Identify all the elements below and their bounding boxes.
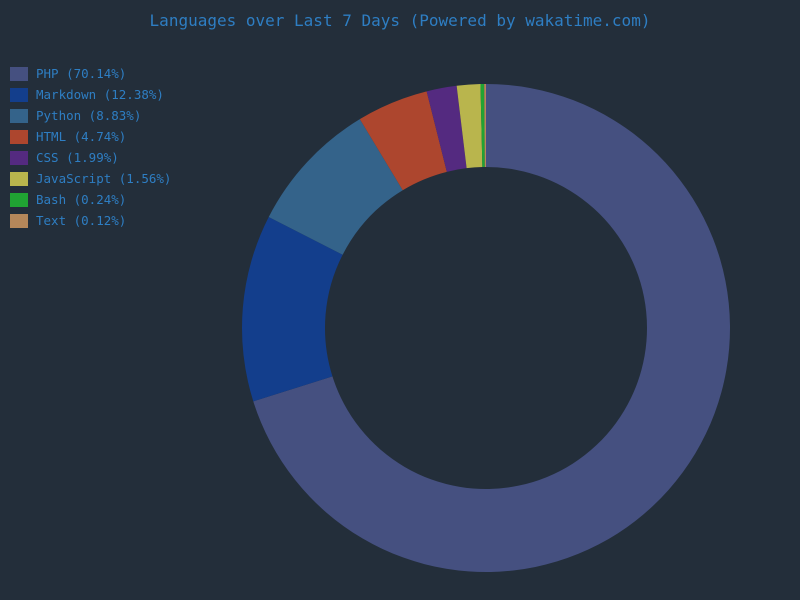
legend-item-html: HTML (4.74%) [10,126,171,147]
donut-slice-bash [480,84,485,168]
legend-label: Python (8.83%) [36,108,142,123]
legend-swatch-text [10,213,28,228]
donut-slice-python [268,119,403,255]
legend-label: JavaScript (1.56%) [36,171,172,186]
legend-swatch-javascript [10,171,28,186]
chart-title: Languages over Last 7 Days (Powered by w… [149,11,651,30]
donut-slice-text [484,84,486,167]
donut-slice-php [253,84,731,572]
chart-legend: PHP (70.14%) Markdown (12.38%) Python (8.8… [10,63,171,231]
legend-swatch-markdown [10,87,28,102]
donut-slice-css [426,85,467,172]
donut-slice-javascript [456,84,483,169]
legend-label: CSS (1.99%) [36,150,119,165]
legend-label: Markdown (12.38%) [36,87,164,102]
legend-swatch-php [10,66,28,81]
legend-swatch-css [10,150,28,165]
legend-item-css: CSS (1.99%) [10,147,171,168]
legend-item-php: PHP (70.14%) [10,63,171,84]
legend-item-text: Text (0.12%) [10,210,171,231]
legend-item-bash: Bash (0.24%) [10,189,171,210]
legend-swatch-bash [10,192,28,207]
legend-label: PHP (70.14%) [36,66,127,81]
legend-item-python: Python (8.83%) [10,105,171,126]
legend-item-javascript: JavaScript (1.56%) [10,168,171,189]
legend-swatch-python [10,108,28,123]
legend-label: Text (0.12%) [36,213,127,228]
donut-slice-markdown [241,216,343,402]
donut-slice-html [359,91,447,191]
legend-swatch-html [10,129,28,144]
legend-label: Bash (0.24%) [36,192,127,207]
legend-label: HTML (4.74%) [36,129,127,144]
legend-item-markdown: Markdown (12.38%) [10,84,171,105]
